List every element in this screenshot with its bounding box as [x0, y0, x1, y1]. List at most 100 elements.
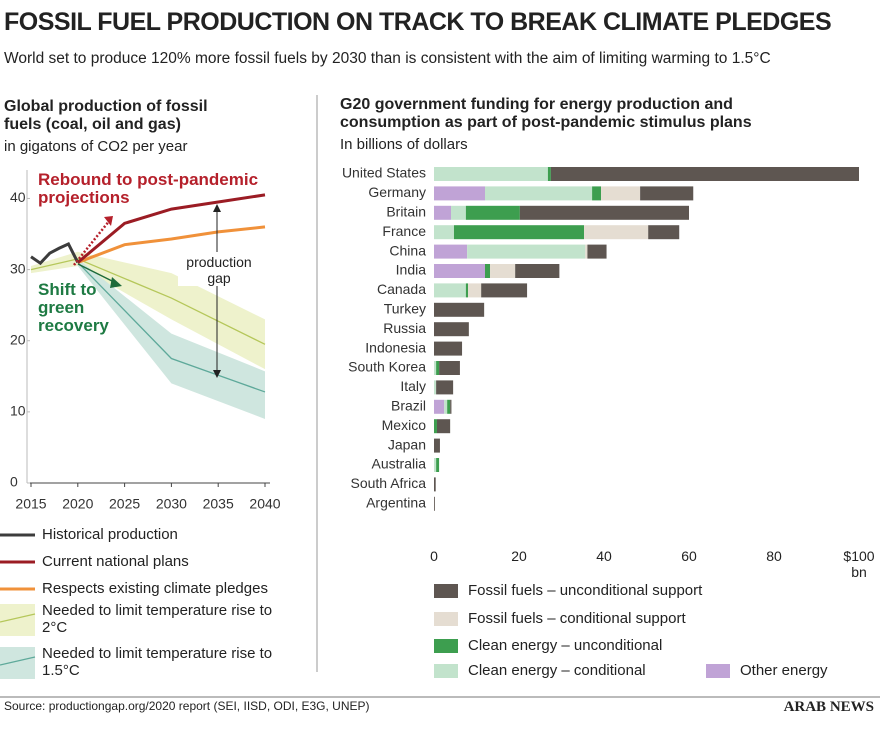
category-label: France [382, 223, 426, 239]
bar-segment [451, 205, 466, 220]
series-line [77, 225, 266, 264]
bar-segment [434, 205, 451, 220]
bar-segment [434, 458, 437, 472]
category-label: China [389, 242, 426, 258]
bar-segment [436, 380, 454, 395]
bar-segment [434, 380, 437, 395]
bar-segment [436, 458, 440, 472]
y-tick-label: 40 [10, 189, 26, 205]
rebound-arrowhead [104, 216, 113, 226]
source: Source: productiongap.org/2020 report (S… [4, 699, 370, 713]
gap-arrowhead [213, 204, 221, 212]
gap-label-bg [178, 252, 260, 286]
bar-segment [465, 205, 520, 220]
bar-segment [640, 186, 694, 201]
y-tick-label: 0 [10, 474, 18, 490]
bar-segment [434, 361, 437, 375]
category-label: Japan [388, 436, 426, 452]
bar-segment [587, 244, 607, 259]
bar-segment [434, 225, 454, 240]
legend-swatch [434, 612, 458, 626]
bar-segment [434, 322, 469, 337]
bar-segment [481, 283, 528, 298]
gap-arrowhead [213, 370, 221, 378]
legend-label: Respects existing climate pledges [42, 580, 268, 597]
category-label: South Africa [351, 475, 427, 491]
bar-segment [434, 283, 466, 298]
bar-segment [584, 225, 649, 240]
series-line [30, 258, 266, 345]
legend-line [0, 656, 36, 666]
category-label: Indonesia [365, 339, 426, 355]
bar-segment [434, 341, 463, 356]
annotation: Shift to green recovery [38, 280, 109, 335]
x-tick-label: 2020 [62, 496, 93, 512]
legend-label: Current national plans [42, 553, 189, 570]
legend-line [0, 613, 36, 623]
bar-segment [585, 244, 588, 259]
category-label: India [396, 262, 427, 278]
legend-swatch [706, 664, 730, 678]
legend-label: Needed to limit temperature rise to 1.5°… [42, 645, 273, 680]
chart-subtitle: in gigatons of CO2 per year [4, 138, 188, 155]
rebound-arrow [73, 219, 111, 266]
bar-segment [485, 264, 491, 278]
bar-segment [519, 205, 689, 220]
x-tick-label: $100 bn [843, 548, 875, 581]
category-label: United States [342, 165, 426, 181]
brand: ARAB NEWS [783, 699, 874, 715]
bar-segment [515, 264, 560, 278]
x-tick-label: 80 [766, 548, 782, 564]
category-label: Britain [386, 204, 426, 220]
y-tick-label: 10 [10, 403, 26, 419]
legend-label: Clean energy – conditional [468, 662, 646, 679]
legend-label: Fossil fuels – conditional support [468, 610, 686, 627]
bar-segment [434, 399, 445, 414]
bar-segment [550, 167, 859, 181]
bar-segment [648, 225, 680, 240]
bar-segment [434, 438, 440, 453]
x-tick-label: 2040 [249, 496, 280, 512]
band [77, 258, 265, 419]
subtitle: World set to produce 120% more fossil fu… [4, 50, 771, 67]
bar-segment [436, 361, 440, 375]
bar-segment [439, 361, 460, 375]
chart-title: G20 government funding for energy produc… [340, 96, 752, 132]
series-line [76, 193, 266, 264]
x-tick-label: 2035 [203, 496, 234, 512]
annotation: production gap [186, 254, 252, 287]
category-label: Australia [372, 456, 427, 472]
legend-label: Other energy [740, 662, 828, 679]
category-label: Russia [383, 320, 426, 336]
legend-label: Fossil fuels – unconditional support [468, 582, 703, 599]
x-tick-label: 60 [681, 548, 697, 564]
legend-swatch [434, 664, 458, 678]
bar-segment [434, 302, 485, 317]
bar-segment [436, 419, 451, 434]
y-tick-label: 30 [10, 260, 26, 276]
title: FOSSIL FUEL PRODUCTION ON TRACK TO BREAK… [4, 8, 832, 36]
category-label: Mexico [382, 417, 427, 433]
x-tick-label: 2030 [156, 496, 187, 512]
x-tick-label: 0 [430, 548, 438, 564]
category-label: Turkey [384, 301, 426, 317]
bar-segment [434, 167, 548, 181]
bar-segment [434, 419, 437, 434]
bar-segment [450, 399, 452, 414]
bar-segment [434, 477, 436, 492]
bar-segment [547, 167, 551, 181]
category-label: South Korea [348, 359, 426, 375]
category-label: Germany [368, 184, 426, 200]
bar-segment [485, 186, 593, 201]
category-label: Italy [400, 378, 426, 394]
bar-segment [434, 244, 468, 259]
legend-swatch [434, 639, 458, 653]
chart-title: Global production of fossil fuels (coal,… [4, 98, 208, 134]
bar-segment [447, 399, 451, 414]
legend-band [0, 604, 35, 636]
category-label: Argentina [366, 495, 426, 511]
bar-segment [465, 283, 468, 298]
bar-segment [467, 244, 586, 259]
